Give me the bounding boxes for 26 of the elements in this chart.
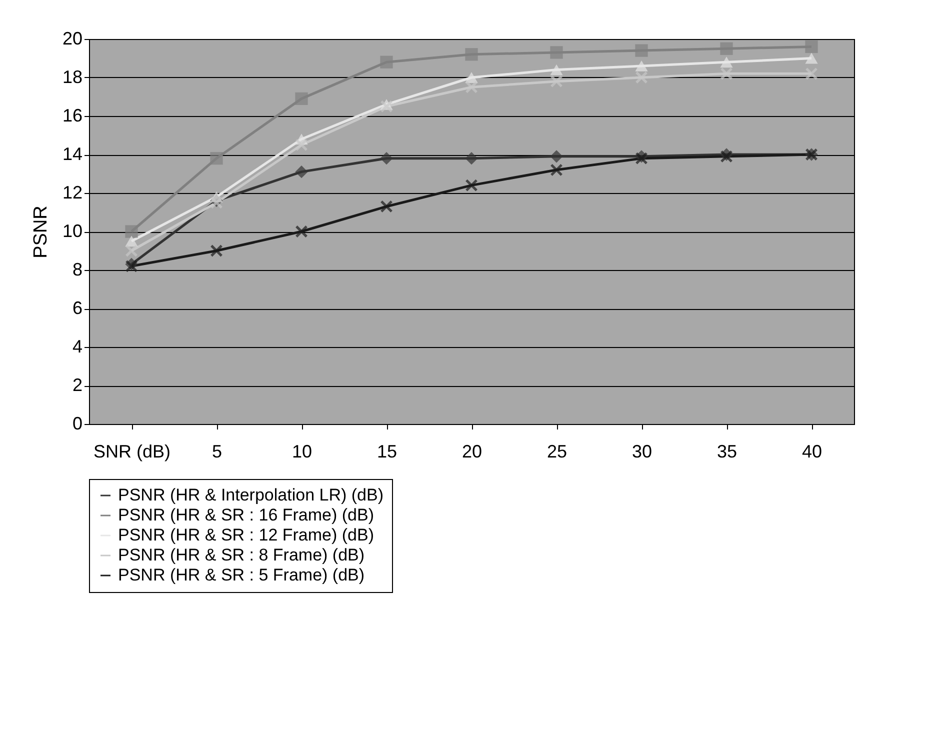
- legend-label: PSNR (HR & SR : 12 Frame) (dB): [118, 526, 374, 544]
- y-tick-label: 14: [62, 144, 82, 164]
- x-tick-label: 30: [632, 442, 652, 462]
- legend-label: PSNR (HR & SR : 5 Frame) (dB): [118, 566, 365, 584]
- x-tick-label: 20: [462, 442, 482, 462]
- y-axis-title: PSNR: [30, 206, 52, 258]
- y-tick-label: 2: [72, 375, 82, 395]
- x-tick-label: 25: [546, 442, 568, 462]
- y-tick-label: 12: [62, 182, 82, 202]
- y-tick-label: 0: [72, 414, 82, 434]
- legend-label: PSNR (HR & Interpolation LR) (dB): [118, 486, 384, 504]
- y-tick-label: 16: [62, 106, 82, 126]
- x-tick-label: 35: [716, 442, 738, 462]
- y-tick-label: 4: [72, 336, 82, 356]
- legend-label: PSNR (HR & SR : 8 Frame) (dB): [118, 546, 365, 564]
- x-tick-label: 40: [802, 442, 822, 462]
- x-tick-label: 10: [292, 442, 312, 462]
- y-tick-label: 10: [62, 221, 82, 241]
- x-tick-label: SNR (dB): [93, 442, 171, 462]
- y-tick-label: 8: [72, 260, 82, 280]
- x-tick-label: 15: [376, 442, 398, 462]
- legend-label: PSNR (HR & SR : 16 Frame) (dB): [118, 506, 374, 524]
- y-tick-label: 18: [62, 67, 82, 87]
- x-tick-label: 5: [212, 442, 222, 462]
- y-tick-label: 6: [72, 298, 82, 318]
- y-tick-label: 20: [62, 28, 82, 48]
